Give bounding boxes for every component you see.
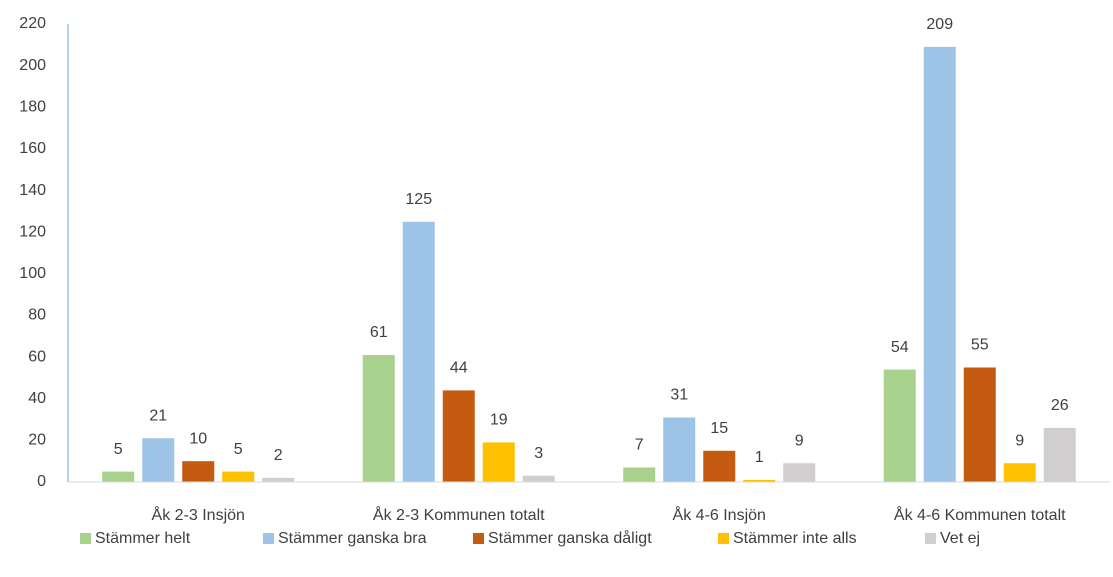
- data-label: 31: [670, 387, 688, 404]
- bar: [623, 467, 656, 482]
- data-label: 9: [795, 432, 804, 449]
- data-label: 15: [710, 420, 728, 437]
- y-tick-label: 200: [19, 57, 46, 74]
- data-label: 1: [755, 449, 764, 466]
- data-label: 55: [971, 337, 989, 354]
- y-tick-label: 120: [19, 223, 46, 240]
- y-tick-label: 160: [19, 140, 46, 157]
- y-tick-label: 60: [28, 348, 46, 365]
- bar: [703, 450, 736, 482]
- data-label: 9: [1015, 432, 1024, 449]
- y-tick-label: 220: [19, 15, 46, 32]
- y-tick-label: 140: [19, 182, 46, 199]
- legend-swatch: [473, 533, 484, 544]
- bar: [522, 475, 555, 482]
- bar: [1043, 427, 1076, 482]
- bar: [102, 471, 135, 482]
- legend-swatch: [80, 533, 91, 544]
- data-label: 54: [891, 339, 909, 356]
- bar: [923, 46, 956, 483]
- y-tick-label: 20: [28, 432, 46, 449]
- data-label: 5: [234, 441, 243, 458]
- legend-label: Vet ej: [940, 530, 980, 547]
- x-tick-label: Åk 2-3 Insjön: [152, 505, 245, 524]
- legend-label: Stämmer ganska dåligt: [488, 529, 652, 547]
- bar: [222, 471, 255, 482]
- bar: [182, 461, 215, 482]
- bar: [883, 369, 916, 482]
- data-label: 7: [635, 437, 644, 454]
- legend-label: Stämmer ganska bra: [278, 530, 427, 547]
- data-label: 3: [534, 445, 543, 462]
- data-label: 19: [490, 412, 508, 429]
- data-label: 26: [1051, 397, 1069, 414]
- data-label: 2: [274, 447, 283, 464]
- bar: [142, 438, 175, 482]
- data-label: 209: [926, 16, 953, 33]
- legend-label: Stämmer helt: [95, 530, 191, 547]
- legend-swatch: [263, 533, 274, 544]
- legend-label: Stämmer inte alls: [733, 530, 857, 547]
- bar: [1003, 463, 1036, 482]
- data-label: 10: [189, 430, 207, 447]
- x-tick-label: Åk 2-3 Kommunen totalt: [373, 505, 545, 524]
- data-label: 44: [450, 360, 468, 377]
- data-label: 61: [370, 324, 388, 341]
- legend-swatch: [925, 533, 936, 544]
- y-tick-label: 40: [28, 390, 46, 407]
- data-label: 5: [114, 441, 123, 458]
- y-tick-label: 80: [28, 307, 46, 324]
- y-tick-label: 180: [19, 98, 46, 115]
- x-tick-label: Åk 4-6 Kommunen totalt: [894, 505, 1066, 524]
- data-label: 21: [149, 408, 167, 425]
- bar: [743, 479, 776, 482]
- y-tick-label: 0: [37, 473, 46, 490]
- bar: [442, 390, 475, 482]
- bar: [362, 355, 395, 482]
- bar: [963, 367, 996, 482]
- data-label: 125: [405, 191, 432, 208]
- legend-swatch: [718, 533, 729, 544]
- bar: [402, 221, 435, 483]
- x-tick-label: Åk 4-6 Insjön: [673, 505, 766, 524]
- bar: [262, 477, 295, 482]
- bar: [783, 463, 816, 482]
- y-tick-label: 100: [19, 265, 46, 282]
- bar: [482, 442, 515, 482]
- bar: [663, 417, 696, 482]
